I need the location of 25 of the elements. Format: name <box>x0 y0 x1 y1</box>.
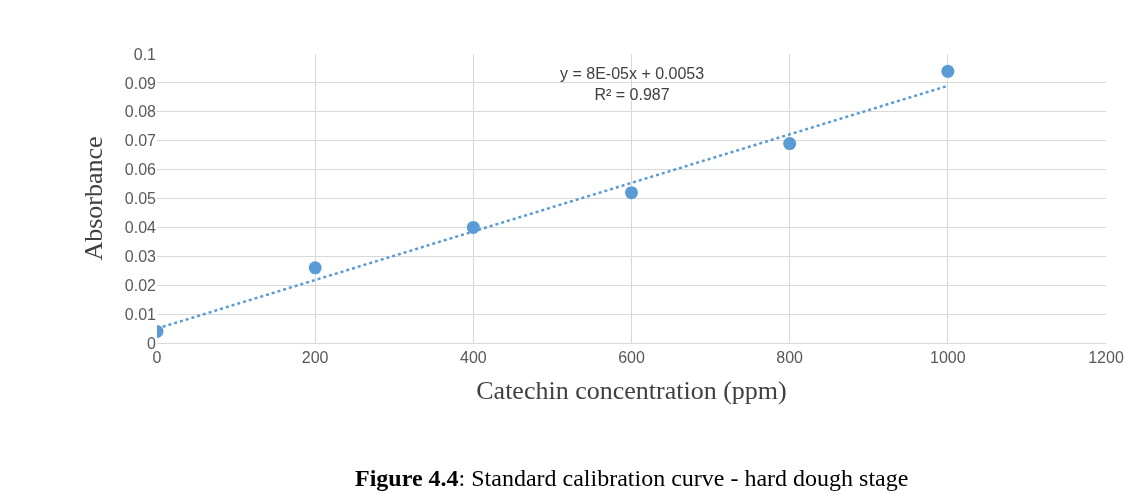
point <box>941 64 955 78</box>
x-tick-label: 1000 <box>930 349 966 367</box>
y-tick-label: 0.07 <box>124 132 157 150</box>
y-tick-label: 0.1 <box>133 45 157 63</box>
x-axis-title: Catechin concentration (ppm) <box>476 375 787 405</box>
x-tick-label: 400 <box>459 349 487 367</box>
point <box>308 261 322 275</box>
x-tick-label: 600 <box>618 349 645 367</box>
y-tick-label: 0.03 <box>124 247 157 265</box>
y-tick-label: 0.08 <box>124 103 157 121</box>
y-tick-label: 0.06 <box>124 161 157 179</box>
point <box>783 137 797 151</box>
y-tick-label: 0.01 <box>124 305 157 323</box>
y-axis-title: Absorbance <box>79 136 109 261</box>
y-tick-label: 0.09 <box>124 74 157 92</box>
y-tick-label: 0.04 <box>124 219 157 236</box>
y-tick-label: 0.02 <box>124 276 157 294</box>
y-tick-label: 0.05 <box>124 190 157 208</box>
point <box>625 186 638 200</box>
text: Figure 4.4: Standard calibration curve - hard dough stage <box>355 465 909 491</box>
x-tick-label: 1200 <box>1088 349 1124 367</box>
x-tick-label: 800 <box>776 349 804 367</box>
x-tick-label: 200 <box>301 349 329 367</box>
y-tick-label: 0 <box>147 334 157 352</box>
annotation: y = 8E-05x + 0.0053 R² = 0.987 <box>560 65 705 103</box>
